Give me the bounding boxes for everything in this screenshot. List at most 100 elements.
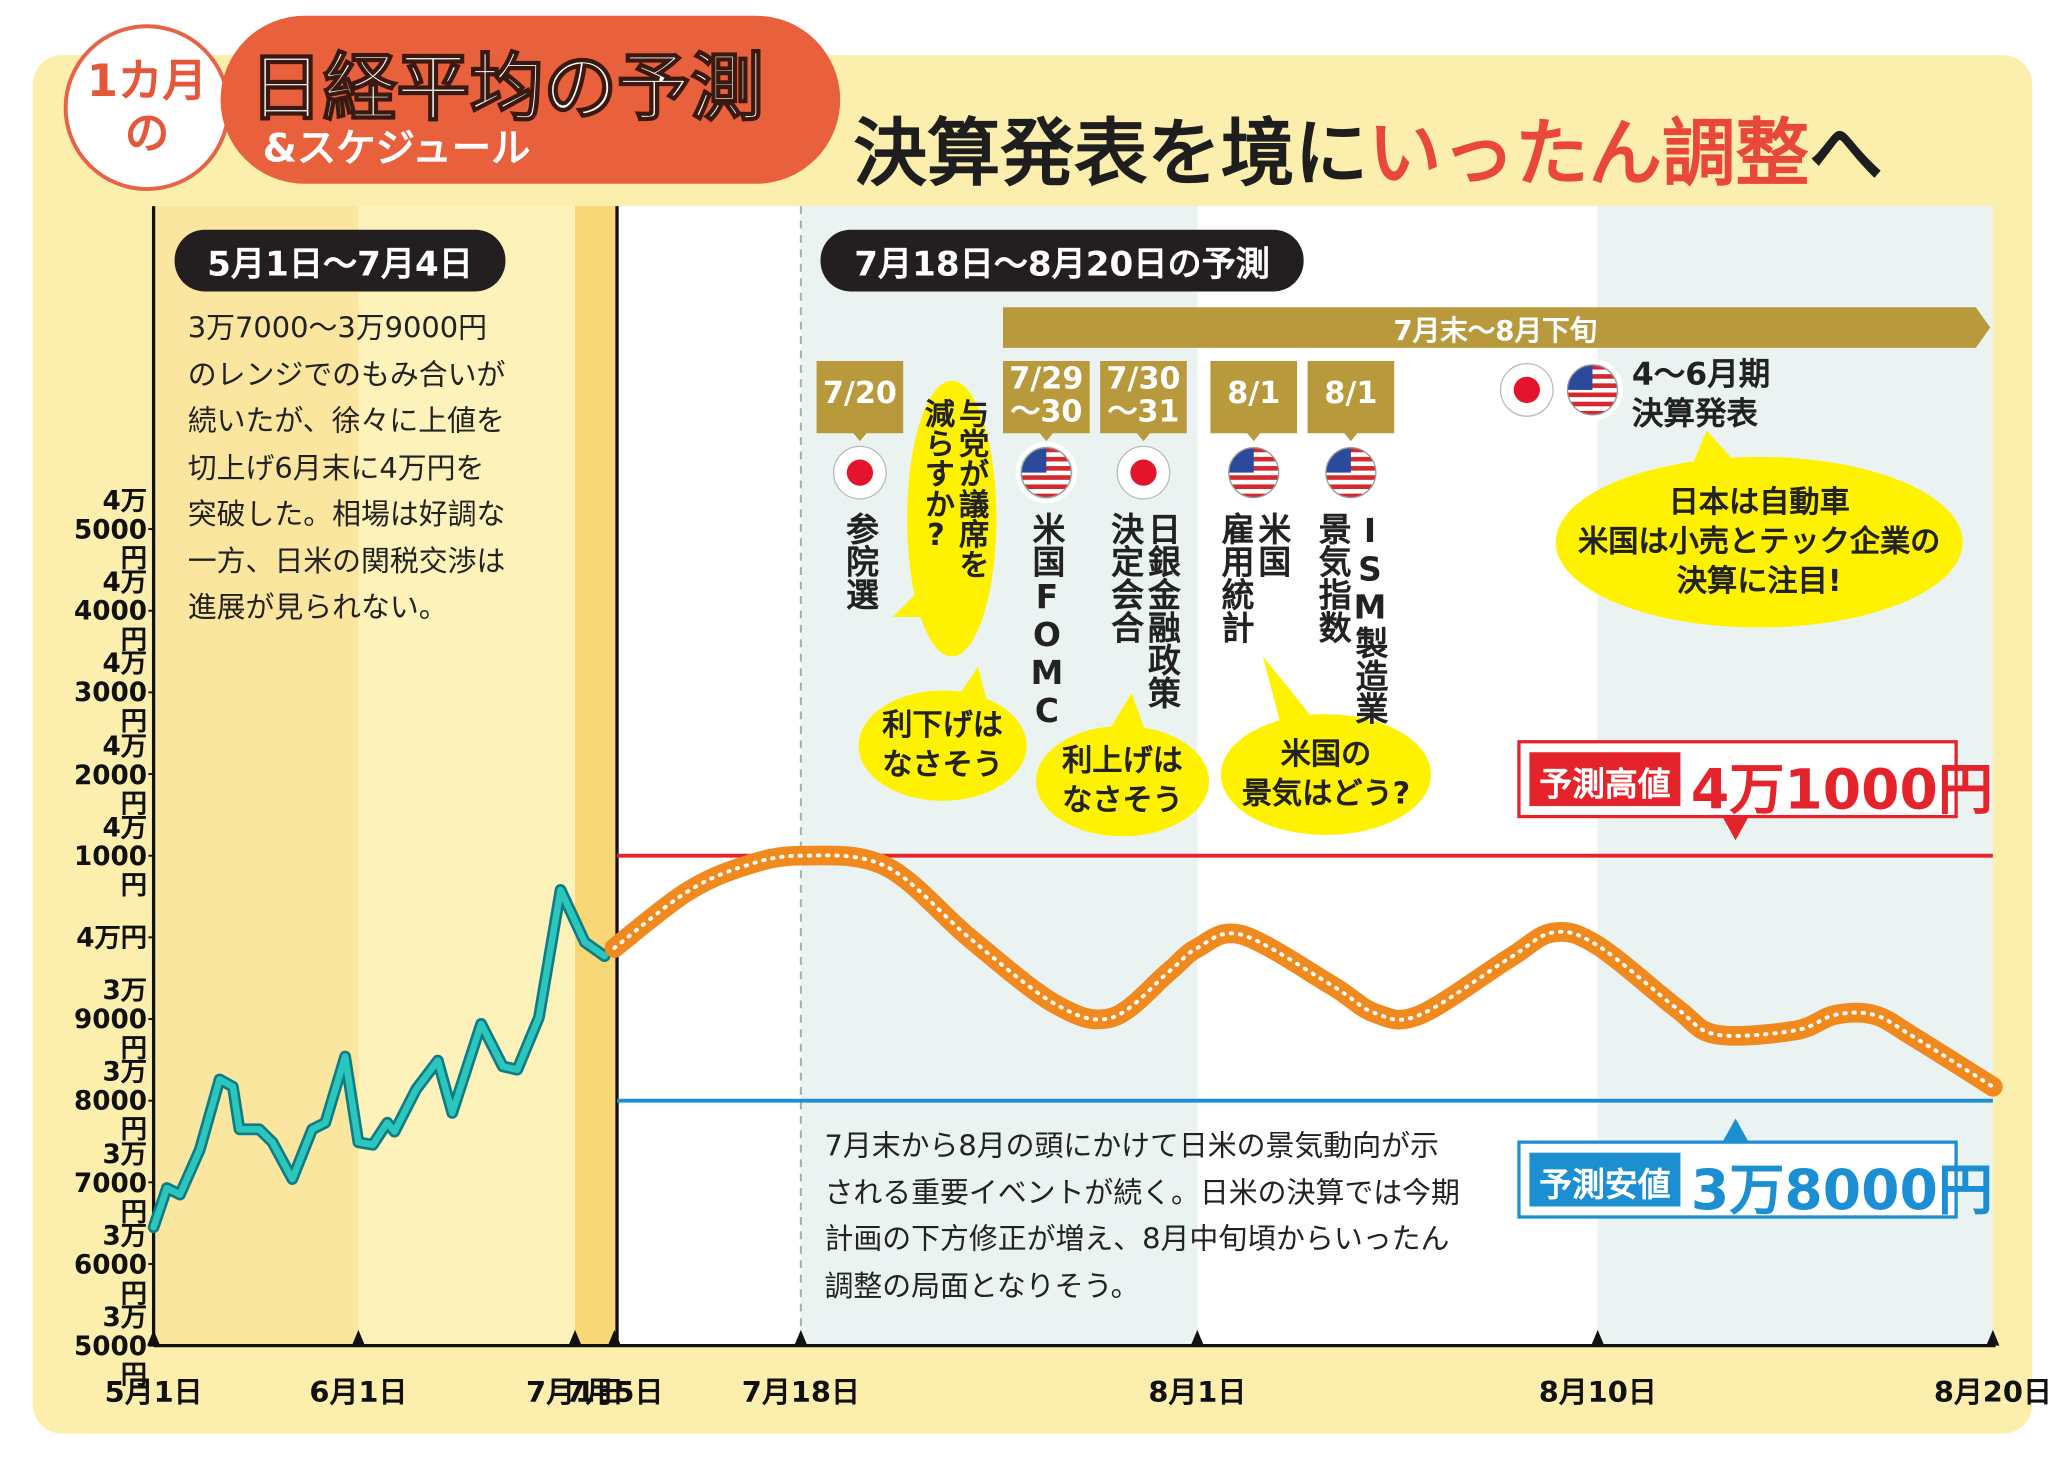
y-tick-label: 3万6000円 [73, 1219, 148, 1309]
text-line: 〜30 [1010, 395, 1083, 430]
event-label: 日銀金融政策 決定会合 [1106, 512, 1182, 709]
x-tick-label: 7月18日 [742, 1375, 860, 1409]
text-line: 与党が議席を [953, 397, 988, 579]
event-label: ISM製造業 景気指数 [1314, 512, 1389, 725]
date-banner [1307, 361, 1395, 442]
text-line: 減らすか? [918, 397, 954, 553]
text-line: 決算に注目! [1676, 564, 1842, 599]
text-line: 7/20 [822, 376, 897, 411]
y-tick-label: 4万5000円 [73, 484, 148, 574]
text-line: 米国は小売とテック企業の [1578, 525, 1941, 560]
range-arrow [1002, 307, 1991, 348]
text-line: 切上げ6月末に4万円を [187, 452, 485, 486]
text-line: 1カ月 [86, 55, 208, 108]
flag [832, 445, 887, 500]
callout [907, 380, 997, 657]
text-line: 8/1 [1227, 376, 1281, 411]
date-banner [1210, 361, 1298, 442]
band [153, 206, 359, 1346]
event-label: 米国 雇用統計 [1217, 512, 1292, 643]
y-tick-label: 3万5000円 [73, 1301, 148, 1391]
callout [1035, 725, 1210, 837]
event-date: 8/1 [1308, 376, 1395, 411]
line-dots [612, 853, 1995, 1089]
callout-text: 利下げは なさそう [859, 706, 1027, 785]
x-tick [1190, 1329, 1204, 1346]
flag [1017, 444, 1075, 502]
range-label: 4〜6月期 決算発表 [1632, 354, 1770, 433]
period-label: 7月18日〜8月20日の予測 [854, 245, 1270, 285]
event-label: 米国FOMC [1027, 512, 1067, 730]
x-tick [794, 1329, 808, 1346]
text-line: 米国 [1253, 512, 1292, 578]
text-line: ISM製造業 [1350, 512, 1389, 725]
x-tick-label: 6月1日 [309, 1375, 407, 1409]
text-line: 進展が見られない。 [187, 592, 448, 625]
y-tick-label: 3万9000円 [73, 974, 148, 1064]
text-line: 突破した。相場は好調な [187, 498, 506, 532]
callout-tail [1693, 430, 1733, 463]
y-tick-label: 4万3000円 [73, 647, 148, 738]
text-line: 米国FOMC [1027, 512, 1067, 730]
text-line: 調整の局面となりそう。 [824, 1270, 1140, 1303]
text-line: 7/29 [1009, 362, 1084, 397]
period-pill [820, 229, 1304, 292]
period-note: 3万7000〜3万9000円 のレンジでのもみ合いが 続いたが、徐々に上値を 切上げ6… [188, 306, 506, 632]
y-tick-label: 4万2000円 [73, 729, 148, 819]
text-line: 参院選 [841, 512, 880, 611]
x-tick-label: 7月1日 [526, 1375, 624, 1409]
text-line: 計画の下方修正が増え、8月中旬頃からいったん [824, 1223, 1450, 1257]
pointer [1722, 1118, 1749, 1143]
text-line: 決定会合 [1106, 512, 1145, 644]
forecast-note: 7月末から8月の頭にかけて日米の景気動向が示 される重要イベントが続く。日米の決算… [824, 1124, 1459, 1310]
y-tick-label: 4万4000円 [73, 566, 148, 656]
x-tick [147, 1329, 161, 1346]
text-line: 利下げは [882, 708, 1003, 744]
band [358, 206, 576, 1346]
y-tick-label: 3万8000円 [73, 1056, 148, 1146]
subtitle: &スケジュール [262, 126, 531, 172]
callout-text: 利上げは なさそう [1036, 742, 1209, 821]
range-period: 7月末〜8月下旬 [1393, 315, 1598, 347]
text-line: 米国の [1280, 737, 1372, 772]
x-tick-label: 8月1日 [1148, 1375, 1246, 1409]
callout-text: 与党が議席を 減らすか? [919, 398, 987, 579]
period-label: 5月1日〜7月4日 [207, 245, 473, 285]
text-line: なさそう [1062, 783, 1183, 818]
line [150, 886, 608, 1231]
callout [858, 690, 1027, 801]
text-line: 4〜6月期 [1631, 355, 1771, 393]
text-line: 一方、日米の関税交渉は [187, 545, 506, 579]
text-line: 3万7000〜3万9000円 [187, 312, 488, 346]
text-line: 日銀金融政策 [1143, 512, 1182, 709]
x-tick [607, 1329, 621, 1346]
x-tick [568, 1329, 582, 1346]
y-tick-label: 4万1000円 [73, 811, 148, 901]
badge-text: 1カ月の [66, 55, 229, 160]
callout-tail [1109, 693, 1145, 730]
event-date: 7/29 〜30 [1003, 362, 1090, 430]
event-label: 参院選 [841, 512, 880, 611]
x-tick [351, 1329, 365, 1346]
flag [1564, 361, 1622, 419]
event-date: 7/20 [817, 376, 904, 411]
callout [1555, 456, 1963, 628]
pointer [1722, 816, 1749, 841]
x-tick [1986, 1329, 2000, 1346]
forecast-tag [1529, 1152, 1681, 1207]
x-tick-label: 8月20日 [1934, 1375, 2048, 1409]
date-banner [816, 361, 904, 442]
headline: 決算発表を境にいったん調整へ [853, 95, 1882, 201]
text-line: 8/1 [1324, 376, 1378, 411]
flag [1322, 444, 1380, 502]
flag [1225, 444, 1283, 502]
x-tick-label: 5月1日 [105, 1375, 203, 1409]
band [575, 206, 618, 1346]
date-banner [1100, 361, 1187, 442]
title-pill [220, 15, 841, 184]
forecast-value: 4万1000円 [1690, 757, 1994, 822]
text-line: 景気はどう? [1241, 777, 1411, 812]
event-date: 8/1 [1210, 376, 1297, 411]
text-line: 7/30 [1106, 362, 1181, 397]
